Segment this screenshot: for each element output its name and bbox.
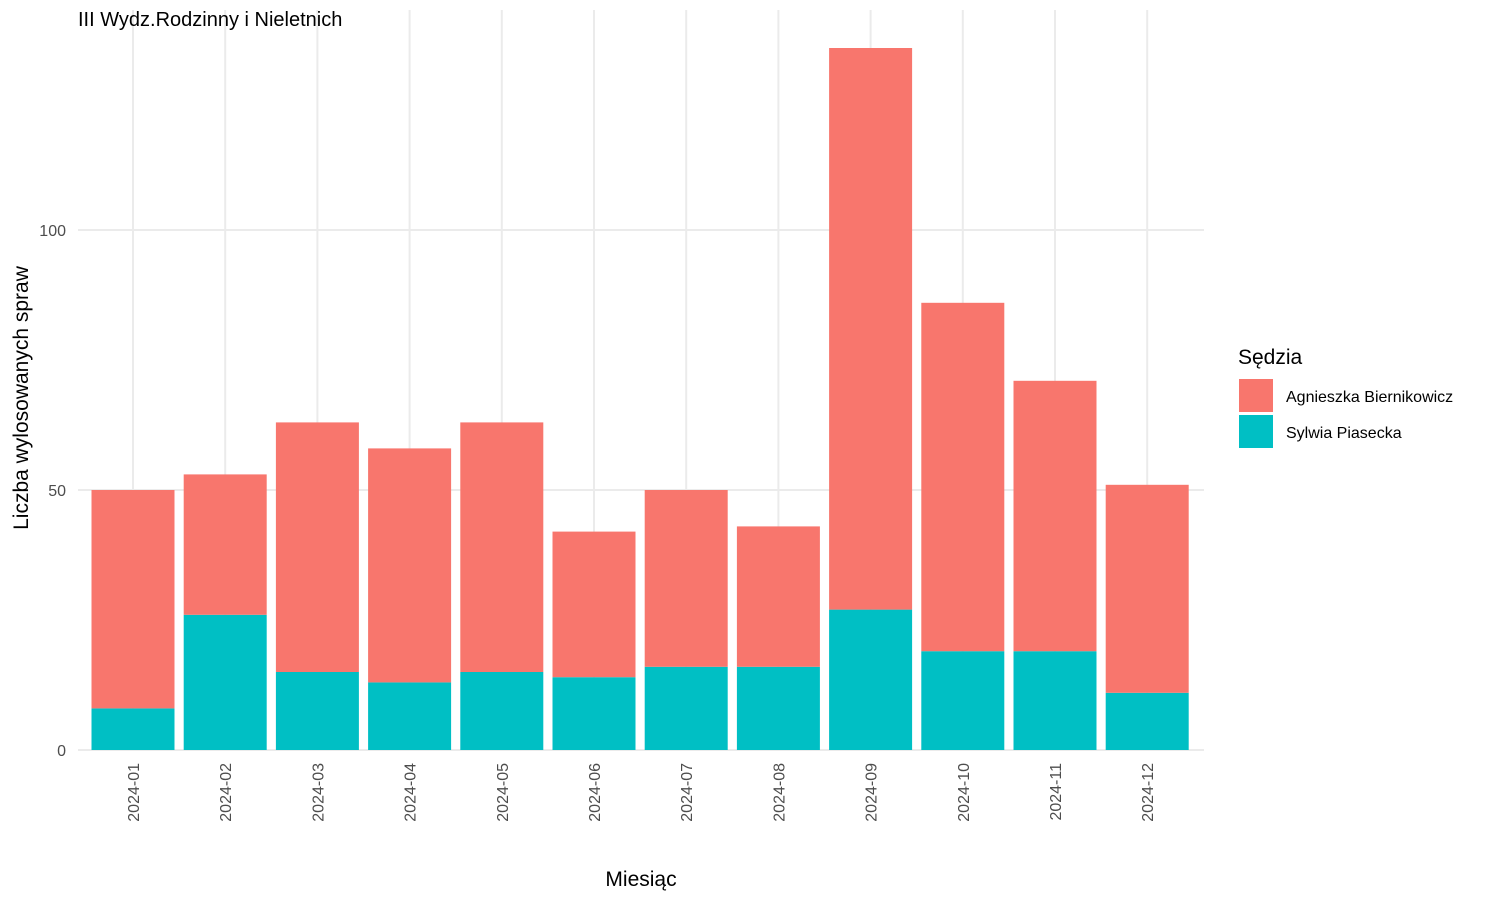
bar-biernikowicz-2024-12 (1105, 484, 1189, 693)
x-tick-label: 2024-11 (1048, 763, 1065, 821)
x-tick-label: 2024-02 (218, 763, 235, 822)
bar-piasecka-2024-01 (91, 708, 175, 750)
bar-piasecka-2024-12 (1105, 692, 1189, 750)
bar-biernikowicz-2024-11 (1013, 380, 1097, 652)
y-tick-label: 100 (39, 223, 66, 240)
bar-biernikowicz-2024-07 (644, 490, 728, 667)
bar-piasecka-2024-03 (275, 672, 359, 750)
legend-key-biernikowicz (1239, 379, 1273, 412)
chart-title: III Wydz.Rodzinny i Nieletnich (78, 9, 342, 31)
bar-biernikowicz-2024-02 (183, 474, 267, 615)
y-tick-label: 0 (57, 743, 66, 760)
bars-layer (91, 48, 1189, 750)
bar-piasecka-2024-09 (829, 609, 913, 750)
y-axis-ticks: 0 50 100 (39, 223, 66, 760)
bar-biernikowicz-2024-09 (829, 48, 913, 610)
x-tick-label: 2024-04 (403, 763, 420, 822)
bar-biernikowicz-2024-01 (91, 490, 175, 709)
legend-label: Sylwia Piasecka (1286, 425, 1402, 442)
x-axis-ticks: 2024-01 2024-02 2024-03 2024-04 2024-05 2024-… (126, 763, 1157, 822)
x-tick-label: 2024-03 (310, 763, 327, 822)
x-tick-label: 2024-06 (587, 763, 604, 822)
x-axis-title: Miesiąc (605, 868, 676, 891)
x-tick-label: 2024-12 (1140, 763, 1157, 822)
legend-label: Agnieszka Biernikowicz (1286, 389, 1453, 406)
bar-piasecka-2024-10 (921, 651, 1005, 750)
bar-biernikowicz-2024-03 (275, 422, 359, 672)
x-tick-label: 2024-08 (771, 763, 788, 822)
bar-biernikowicz-2024-05 (460, 422, 544, 672)
bar-biernikowicz-2024-04 (368, 448, 452, 683)
bar-piasecka-2024-05 (460, 672, 544, 750)
bar-piasecka-2024-11 (1013, 651, 1097, 750)
bar-piasecka-2024-02 (183, 614, 267, 750)
y-axis-title: Liczba wylosowanych spraw (10, 265, 33, 530)
bar-piasecka-2024-04 (368, 682, 452, 750)
bar-piasecka-2024-06 (552, 677, 636, 750)
bar-biernikowicz-2024-06 (552, 531, 636, 678)
x-tick-label: 2024-10 (956, 763, 973, 822)
bar-piasecka-2024-07 (644, 666, 728, 750)
x-tick-label: 2024-05 (495, 763, 512, 822)
legend-key-piasecka (1239, 415, 1273, 448)
bar-biernikowicz-2024-08 (736, 526, 820, 667)
bar-biernikowicz-2024-10 (921, 302, 1005, 652)
legend: Sędzia Agnieszka Biernikowicz Sylwia Pias… (1238, 346, 1453, 448)
legend-title: Sędzia (1238, 346, 1303, 369)
y-tick-label: 50 (48, 483, 66, 500)
x-tick-label: 2024-09 (864, 763, 881, 822)
bar-piasecka-2024-08 (736, 666, 820, 750)
x-tick-label: 2024-01 (126, 763, 143, 822)
x-tick-label: 2024-07 (679, 763, 696, 822)
